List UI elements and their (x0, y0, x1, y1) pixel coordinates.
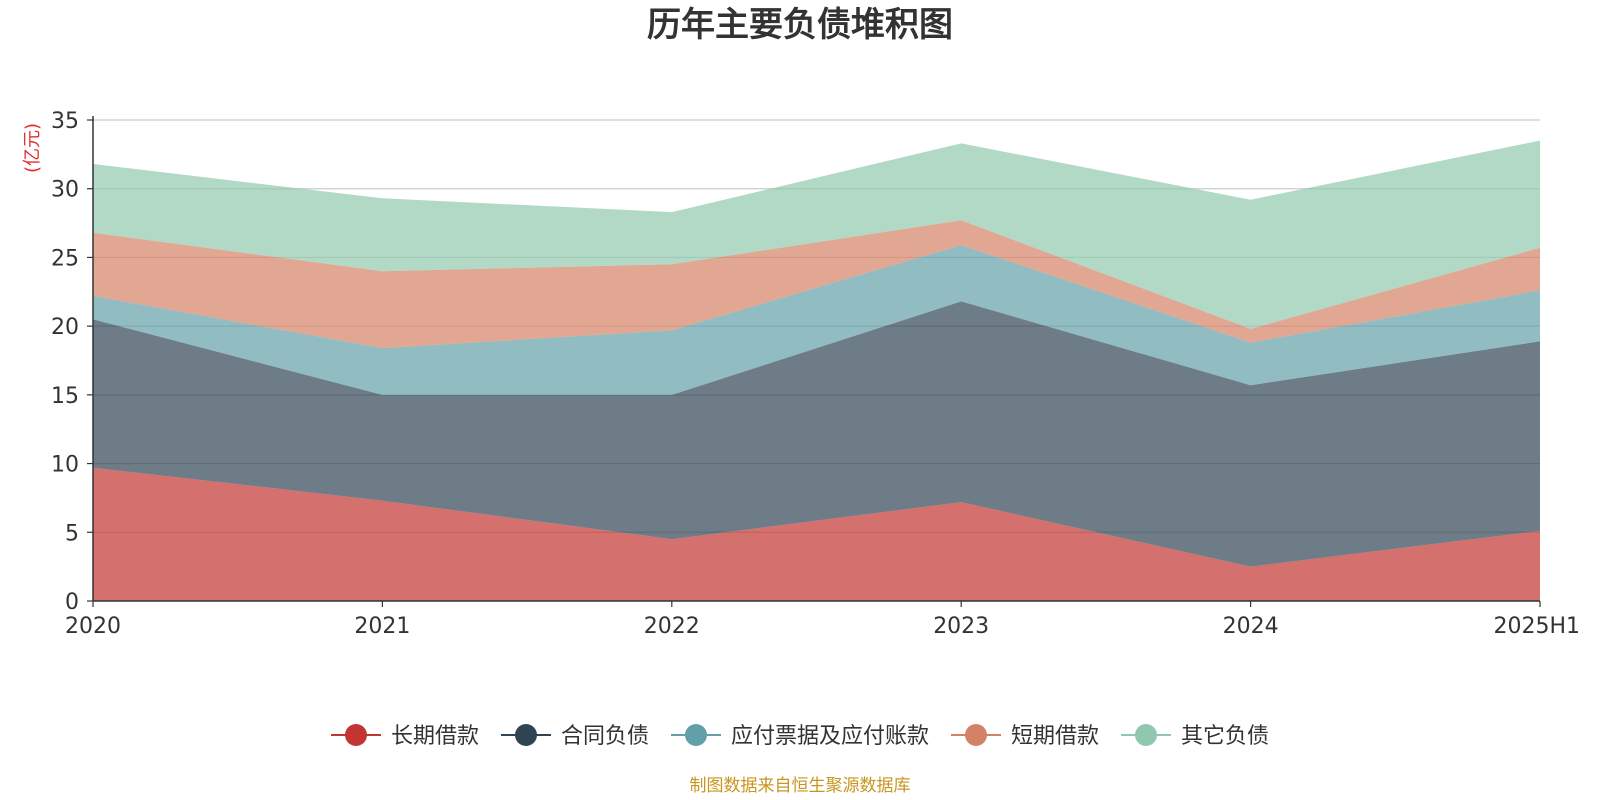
y-tick-label: 25 (51, 246, 79, 271)
area-series-4 (93, 220, 1540, 349)
legend-circle-marker (685, 724, 707, 746)
y-tick-label: 10 (51, 453, 79, 478)
area-series-2 (93, 301, 1540, 567)
legend-item-2[interactable]: 合同负债 (501, 724, 649, 749)
legend-label: 短期借款 (1011, 724, 1099, 749)
x-tick-label: 2025H1 (1493, 614, 1580, 639)
area-series-3 (93, 245, 1540, 395)
data-source-note: 制图数据来自恒生聚源数据库 (690, 776, 911, 796)
y-axis-ticks: 0 5 10 15 20 25 30 35 (51, 109, 93, 615)
legend-item-5[interactable]: 其它负债 (1121, 724, 1269, 749)
x-tick-label: 2023 (933, 614, 989, 639)
x-tick-label: 2024 (1223, 614, 1279, 639)
legend: 长期借款 合同负债 应付票据及应付账款 短期借款 其它负债 (331, 724, 1269, 749)
chart-title: 历年主要负债堆积图 (647, 5, 953, 45)
area-series-5 (93, 140, 1540, 329)
x-tick-label: 2021 (354, 614, 410, 639)
legend-circle-marker (1135, 724, 1157, 746)
legend-item-3[interactable]: 应付票据及应付账款 (671, 724, 929, 749)
legend-label: 合同负债 (561, 724, 649, 749)
x-tick-label: 2022 (644, 614, 700, 639)
y-tick-label: 0 (65, 590, 79, 615)
legend-label: 应付票据及应付账款 (731, 724, 929, 749)
y-tick-label: 20 (51, 315, 79, 340)
legend-circle-marker (515, 724, 537, 746)
y-tick-label: 5 (65, 521, 79, 546)
legend-item-1[interactable]: 长期借款 (331, 724, 479, 749)
legend-item-4[interactable]: 短期借款 (951, 724, 1099, 749)
area-series-1 (93, 467, 1540, 601)
legend-label: 长期借款 (391, 724, 479, 749)
x-axis-ticks: 2020 2021 2022 2023 2024 2025H1 (65, 601, 1580, 639)
legend-circle-marker (345, 724, 367, 746)
y-tick-label: 35 (51, 109, 79, 134)
y-tick-label: 15 (51, 384, 79, 409)
area-series-group (93, 140, 1540, 601)
legend-circle-marker (965, 724, 987, 746)
y-axis-unit-label: (亿元) (22, 123, 43, 173)
x-tick-label: 2020 (65, 614, 121, 639)
legend-label: 其它负债 (1181, 724, 1269, 749)
axes (92, 116, 1540, 602)
y-tick-label: 30 (51, 178, 79, 203)
